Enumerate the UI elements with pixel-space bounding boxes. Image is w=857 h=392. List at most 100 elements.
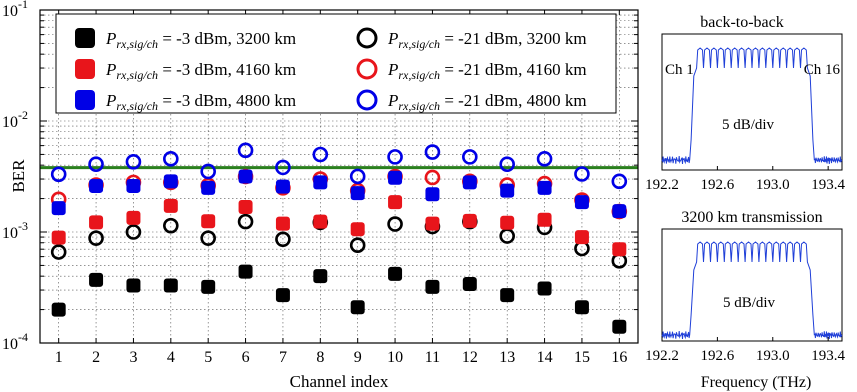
inset1-label-ch16: Ch 16 [804,62,841,78]
legend-marker-square [75,90,95,110]
data-point-square [201,214,216,229]
data-point-square [238,264,253,279]
x-tick-label: 16 [611,349,627,366]
x-tick-labels: 1 2 3 4 5 6 7 8 9 10 11 12 13 14 15 16 [55,349,628,366]
x-tick-label: 8 [316,349,324,366]
legend-marker-circle [356,58,378,80]
data-point-square [500,183,515,198]
data-point-square [462,175,477,190]
data-point-square [537,281,552,296]
data-point-circle [200,230,216,246]
plot-frame [39,9,639,344]
inset2-x-axis-label: Frequency (THz) [701,374,812,391]
data-point-square [51,201,66,216]
data-point-square [425,216,440,231]
legend-marker-square [75,59,95,79]
data-point-square [126,278,141,293]
data-point-square [574,300,589,315]
data-point-square [388,266,403,281]
data-point-circle [50,166,67,183]
data-point-circle [424,144,441,160]
x-tick-label: 15 [574,349,590,366]
data-point-circle [349,237,366,254]
data-point-circle [163,151,179,167]
data-point-circle [611,173,628,190]
data-point-square [388,195,403,210]
legend-label: Prx,sig/ch = -3 dBm, 3200 km [105,29,296,51]
data-point-square [574,230,589,245]
data-point-circle [275,159,291,176]
data-point-circle [536,151,553,167]
inset2-frame [661,228,843,342]
data-point-square [612,242,627,257]
y-tick-labels: 10-4 10-3 10-2 10-1 [2,0,28,353]
data-point-circle [387,216,403,232]
inset-tick-label: 192.2 [645,348,679,364]
series-5 [51,169,627,219]
data-point-circle [50,244,67,260]
data-point-circle [237,213,254,230]
x-tick-label: 13 [499,349,515,366]
legend-marker-circle [356,89,378,111]
data-point-circle [499,156,515,173]
data-point-square [462,213,477,228]
data-point-square [89,272,104,287]
y-tick-label: 10-3 [2,219,28,242]
inset2-spectrum-trace [661,241,843,340]
legend: Prx,sig/ch = -3 dBm, 3200 km Prx,sig/ch =… [55,13,617,114]
data-point-square [612,319,627,334]
data-point-square [500,288,515,303]
data-point-square [275,216,290,231]
data-point-circle [88,230,104,246]
data-point-square [51,230,66,245]
legend-marker-square [75,28,95,48]
inset1-frame [661,33,843,171]
data-point-circle [88,156,104,173]
legend-marker-circle [356,27,378,49]
inset1-label-scale: 5 dB/div [722,117,775,133]
x-tick-label: 7 [279,349,287,366]
data-point-square [462,277,477,292]
x-tick-label: 12 [462,349,478,366]
x-tick-label: 3 [129,349,137,366]
data-point-square [163,174,178,189]
y-axis-label: BER [9,159,28,193]
spectrum-3200km: 3200 km transmission 5 dB/div 192.2 192.6… [645,209,845,391]
x-tick-label: 1 [55,349,63,366]
data-point-circle [312,146,329,163]
data-point-circle [200,163,216,180]
data-point-square [537,180,552,195]
inset-tick-label: 193.0 [756,177,790,193]
data-point-square [201,180,216,195]
data-point-square [51,302,66,317]
data-point-square [275,179,290,194]
x-tick-label: 2 [92,349,100,366]
data-point-square [126,178,141,193]
inset-tick-label: 192.6 [701,348,735,364]
x-tick-label: 9 [354,349,362,366]
x-tick-label: 11 [425,349,440,366]
legend-label: Prx,sig/ch = -3 dBm, 4800 km [105,91,296,113]
x-tick-label: 14 [537,349,553,366]
data-point-circle [163,217,179,234]
data-point-circle [349,168,366,185]
data-point-square [612,204,627,219]
legend-label: Prx,sig/ch = -3 dBm, 4160 km [105,60,296,82]
x-axis-label: Channel index [290,372,389,391]
inset-tick-label: 193.4 [811,177,845,193]
legend-label: Prx,sig/ch = -21 dBm, 4160 km [387,60,587,82]
data-point-square [388,170,403,185]
legend-label: Prx,sig/ch = -21 dBm, 3200 km [387,29,587,51]
ber-chart: 1 2 3 4 5 6 7 8 9 10 11 12 13 14 15 16 10-410-310-210-1… [2,0,639,391]
x-tick-label: 10 [387,349,403,366]
series-1 [51,264,627,334]
inset2-title: 3200 km transmission [681,209,822,226]
legend-label: Prx,sig/ch = -21 dBm, 4800 km [387,91,587,113]
y-tick-label: 10-4 [2,330,28,353]
data-point-square [425,279,440,294]
inset-tick-label: 192.6 [701,177,735,193]
data-point-square [313,175,328,190]
data-point-square [238,169,253,184]
data-point-circle [462,149,478,165]
data-point-square [313,214,328,229]
